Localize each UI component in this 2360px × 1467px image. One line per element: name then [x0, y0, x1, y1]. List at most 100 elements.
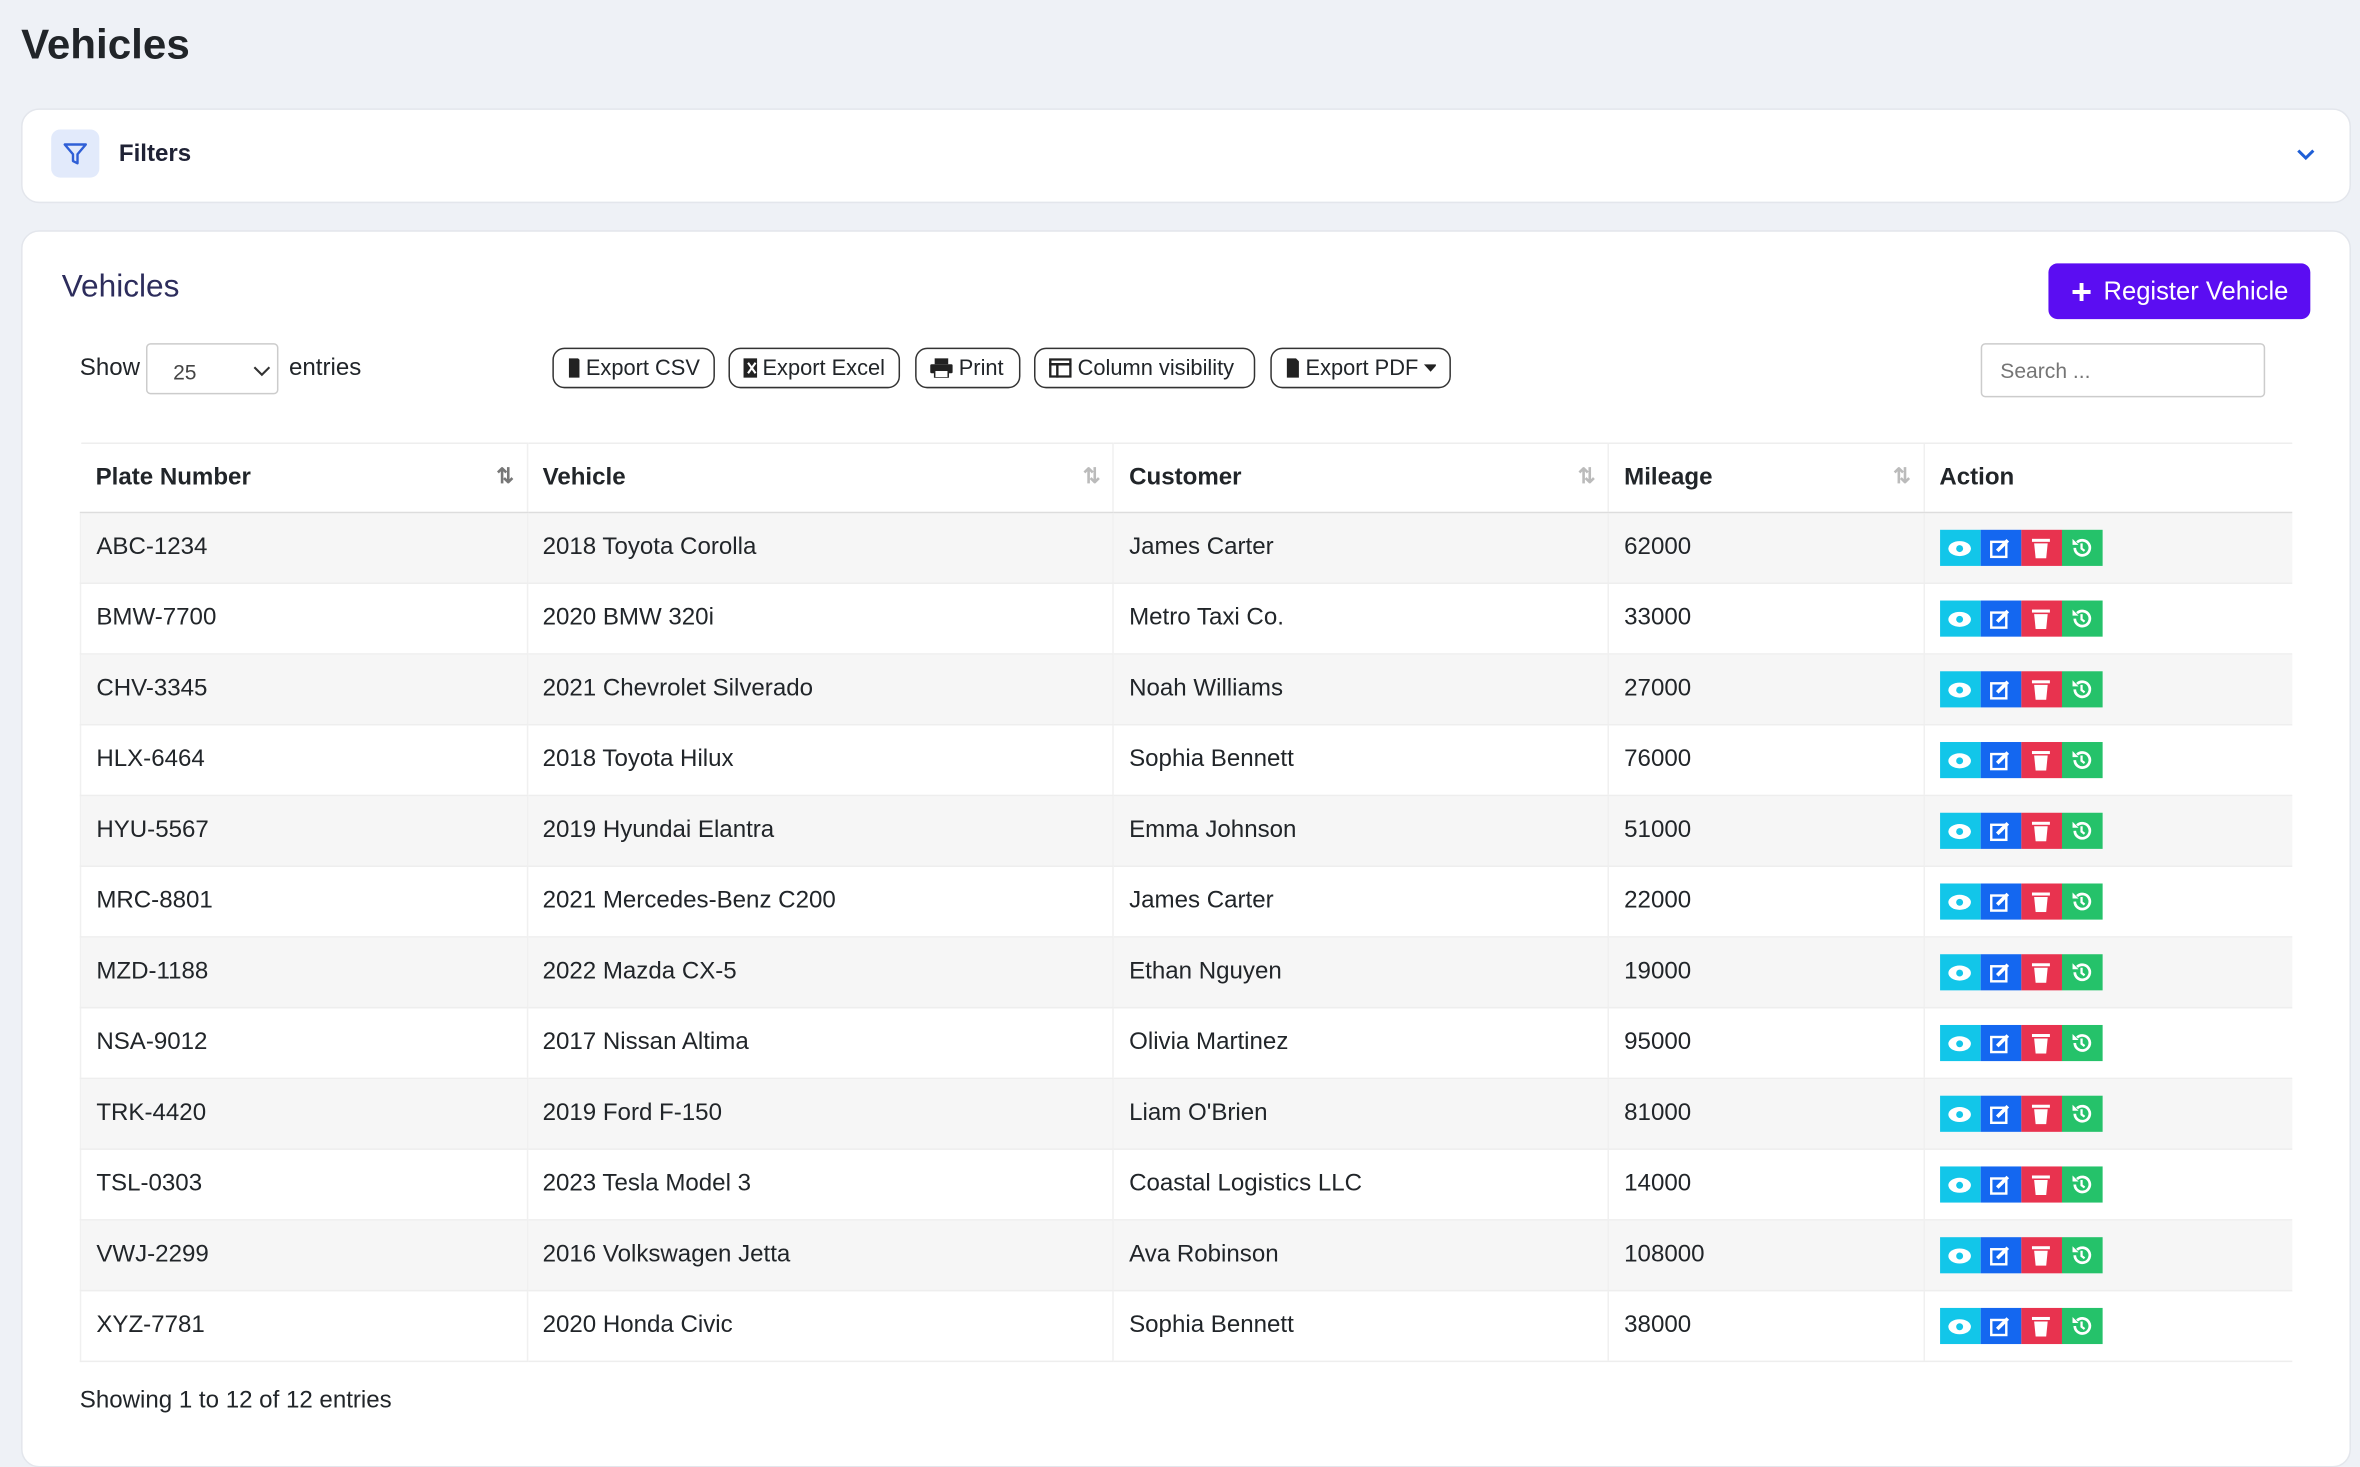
table-cell: 2022 Mazda CX-5	[526, 936, 1114, 1009]
export-button[interactable]: Export CSV	[552, 347, 715, 389]
action-button[interactable]	[1979, 600, 2021, 637]
table-cell: 81000	[1607, 1078, 1924, 1150]
action-button[interactable]	[1939, 883, 1980, 920]
action-button[interactable]	[2061, 600, 2102, 637]
action-button[interactable]	[2061, 1024, 2102, 1062]
button-label: Print	[958, 355, 1004, 381]
table-cell: Olivia Martinez	[1112, 1007, 1609, 1080]
action-button[interactable]	[1939, 600, 1980, 637]
action-button[interactable]	[1939, 954, 1980, 991]
table-cell: Sophia Bennett	[1112, 1290, 1609, 1363]
action-button[interactable]	[2020, 883, 2062, 920]
export-button[interactable]: Print	[915, 347, 1021, 389]
action-button[interactable]	[1939, 742, 1980, 779]
action-button[interactable]	[2061, 1166, 2102, 1203]
action-button[interactable]	[2020, 600, 2062, 637]
table-cell: 33000	[1607, 583, 1924, 655]
action-button[interactable]	[2020, 1024, 2062, 1062]
table-row: HLX-6464 2018 Toyota Hilux Sophia Bennett 7…	[79, 724, 2293, 797]
action-button[interactable]	[2020, 529, 2062, 566]
action-button[interactable]	[2020, 1166, 2062, 1203]
action-button[interactable]	[1939, 812, 1980, 849]
vehicles-table: Plate Number ⇅ Vehicle ⇅ Customer ⇅ Mileage ⇅ Ac…	[79, 442, 2293, 1363]
table-cell: 108000	[1607, 1219, 1924, 1292]
column-header[interactable]: Customer ⇅	[1112, 442, 1609, 514]
action-button[interactable]	[2020, 1095, 2062, 1132]
action-button[interactable]	[1939, 1237, 1980, 1274]
filters-panel[interactable]	[21, 108, 2351, 204]
table-row: TSL-0303 2023 Tesla Model 3 Coastal Logist…	[79, 1149, 2293, 1221]
action-button[interactable]	[1979, 742, 2021, 779]
action-button[interactable]	[1979, 1095, 2021, 1132]
action-cell	[1922, 866, 2293, 938]
table-row: TRK-4420 2019 Ford F-150 Liam O'Brien 81000	[79, 1078, 2293, 1150]
export-button[interactable]: Export Excel	[728, 347, 901, 389]
action-button[interactable]	[1979, 1307, 2021, 1345]
table-cell: Liam O'Brien	[1112, 1078, 1609, 1150]
table-cell: BMW-7700	[79, 583, 527, 655]
action-button[interactable]	[1979, 812, 2021, 849]
action-button[interactable]	[2061, 812, 2102, 849]
table-cell: TSL-0303	[79, 1149, 527, 1221]
action-button[interactable]	[1979, 529, 2021, 566]
header-label: Vehicle	[542, 464, 626, 490]
action-button[interactable]	[2061, 529, 2102, 566]
action-button[interactable]	[2020, 742, 2062, 779]
column-header[interactable]: Mileage ⇅	[1607, 442, 1924, 514]
action-buttons	[1939, 671, 2277, 708]
table-cell: 2017 Nissan Altima	[526, 1007, 1114, 1080]
action-button[interactable]	[2020, 812, 2062, 849]
action-button[interactable]	[1979, 1237, 2021, 1274]
table-cell: 2023 Tesla Model 3	[526, 1149, 1114, 1221]
table-cell: XYZ-7781	[79, 1290, 527, 1363]
action-button[interactable]	[2061, 954, 2102, 991]
button-label: Export CSV	[585, 355, 700, 381]
length-select[interactable]: 25	[145, 343, 279, 395]
action-button[interactable]	[2061, 671, 2102, 708]
action-button[interactable]	[2061, 742, 2102, 779]
table-cell: 2021 Chevrolet Silverado	[526, 653, 1114, 726]
action-button[interactable]	[1939, 1307, 1980, 1345]
action-button[interactable]	[2061, 1237, 2102, 1274]
search-input[interactable]	[1980, 343, 2266, 398]
table-cell: 62000	[1607, 512, 1924, 584]
action-button[interactable]	[2020, 1237, 2062, 1274]
column-header[interactable]: Vehicle ⇅	[526, 442, 1114, 514]
chevron[interactable]	[2295, 146, 2316, 164]
export-button[interactable]: Export PDF	[1270, 347, 1451, 389]
action-cell	[1922, 724, 2293, 797]
register-label: Register Vehicle	[2103, 276, 2289, 305]
action-button[interactable]	[1979, 671, 2021, 708]
action-button[interactable]	[2020, 671, 2062, 708]
action-button[interactable]	[1939, 1166, 1980, 1203]
action-cell	[1922, 1007, 2293, 1080]
table-cell: 2020 Honda Civic	[526, 1290, 1114, 1363]
action-button[interactable]	[1979, 1024, 2021, 1062]
action-button[interactable]	[2061, 1307, 2102, 1345]
action-buttons	[1939, 812, 2277, 849]
action-button[interactable]	[1939, 1024, 1980, 1062]
export-button[interactable]: Column visibility	[1034, 347, 1256, 389]
action-button[interactable]	[1979, 1166, 2021, 1203]
table-cell: NSA-9012	[79, 1007, 527, 1080]
action-button[interactable]	[2020, 1307, 2062, 1345]
table-row: BMW-7700 2020 BMW 320i Metro Taxi Co. 33000	[79, 583, 2293, 655]
table-cell: 22000	[1607, 866, 1924, 938]
action-button[interactable]	[1939, 1095, 1980, 1132]
sort-icon: ⇅	[1893, 463, 1911, 488]
action-buttons	[1939, 1166, 2277, 1203]
sort-icon: ⇅	[1577, 463, 1596, 488]
register-button[interactable]: Register Vehicle	[2048, 263, 2311, 320]
action-button[interactable]	[1939, 671, 1980, 708]
table-cell: James Carter	[1112, 866, 1609, 938]
table-cell: 19000	[1607, 936, 1924, 1009]
action-button[interactable]	[2061, 883, 2102, 920]
action-button[interactable]	[1979, 954, 2021, 991]
action-button[interactable]	[2061, 1095, 2102, 1132]
column-header[interactable]: Plate Number ⇅	[80, 442, 527, 514]
action-buttons	[1939, 1095, 2277, 1132]
table-cell: Emma Johnson	[1112, 795, 1609, 867]
action-button[interactable]	[1939, 529, 1980, 566]
action-button[interactable]	[2020, 954, 2062, 991]
action-button[interactable]	[1979, 883, 2021, 920]
